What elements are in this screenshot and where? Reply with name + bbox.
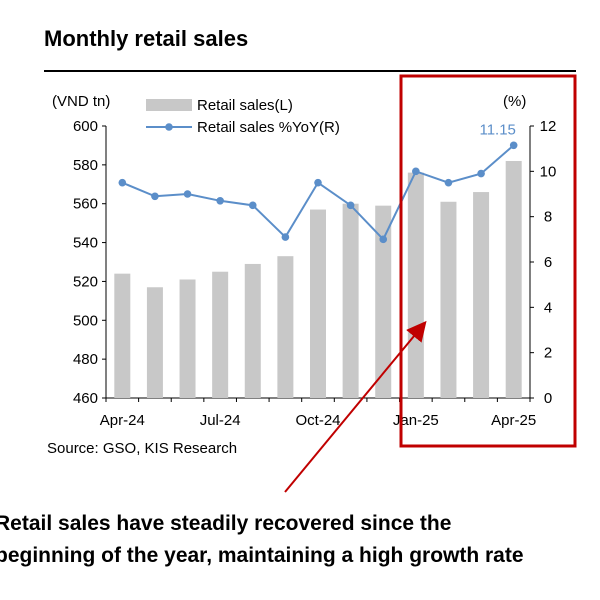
left-tick-label: 600 [73,118,98,135]
yoy-point [477,169,485,178]
bar [375,205,392,398]
yoy-point [379,235,388,244]
annotation-text: Retail sales have steadily recovered sin… [0,508,600,572]
left-tick-label: 480 [73,351,98,368]
bar [505,160,522,398]
yoy-point [248,201,257,210]
bar [277,256,294,398]
bar [342,203,359,398]
right-tick-label: 10 [540,163,557,180]
annotation-line-2: beginning of the year, maintaining a hig… [0,544,524,567]
right-tick-label: 0 [544,390,552,407]
right-tick-label: 4 [544,299,552,316]
left-tick-label: 500 [73,312,98,329]
bar [310,209,326,398]
legend-bar-label: Retail sales(L) [197,97,293,114]
bar [146,287,163,398]
bar [114,273,131,398]
left-tick-label: 580 [73,157,98,174]
yoy-point [314,178,322,187]
chart-title: Monthly retail sales [44,26,249,51]
right-tick-label: 12 [540,118,557,135]
right-tick-label: 6 [544,254,552,271]
yoy-point [183,190,192,198]
bar [212,271,229,398]
yoy-point [281,233,290,241]
bar [244,263,261,398]
left-axis-unit: (VND tn) [52,93,110,110]
annotation-arrow [284,320,427,493]
bar [407,172,424,398]
title-divider [44,70,576,72]
x-tick-label: Oct-24 [295,412,340,429]
highlight-box [399,74,577,448]
yoy-point [412,167,420,176]
x-tick-label: Jan-25 [393,412,439,429]
annotation-line-1: Retail sales have steadily recovered sin… [0,512,452,535]
data-label: 11.15 [479,121,515,138]
yoy-point [346,201,355,210]
right-axis-unit: (%) [503,93,526,110]
yoy-point [509,141,518,150]
yoy-point [444,178,453,187]
bar [440,201,457,398]
x-tick-label: Apr-24 [100,412,145,429]
left-tick-label: 560 [73,196,98,213]
source-note: Source: GSO, KIS Research [47,440,238,457]
bar [473,192,490,398]
yoy-point [216,197,224,205]
yoy-point [118,178,127,187]
legend-line-label: Retail sales %YoY(R) [197,119,340,136]
yoy-point [151,192,159,201]
x-tick-label: Jul-24 [200,412,241,429]
x-tick-label: Apr-25 [491,412,536,429]
right-tick-label: 2 [544,345,552,362]
legend-line-marker [165,123,173,131]
bar [179,279,196,398]
legend-bar-swatch [146,99,192,111]
left-tick-label: 540 [73,235,98,252]
left-tick-label: 520 [73,273,98,290]
left-tick-label: 460 [73,390,98,407]
right-tick-label: 8 [544,209,552,226]
